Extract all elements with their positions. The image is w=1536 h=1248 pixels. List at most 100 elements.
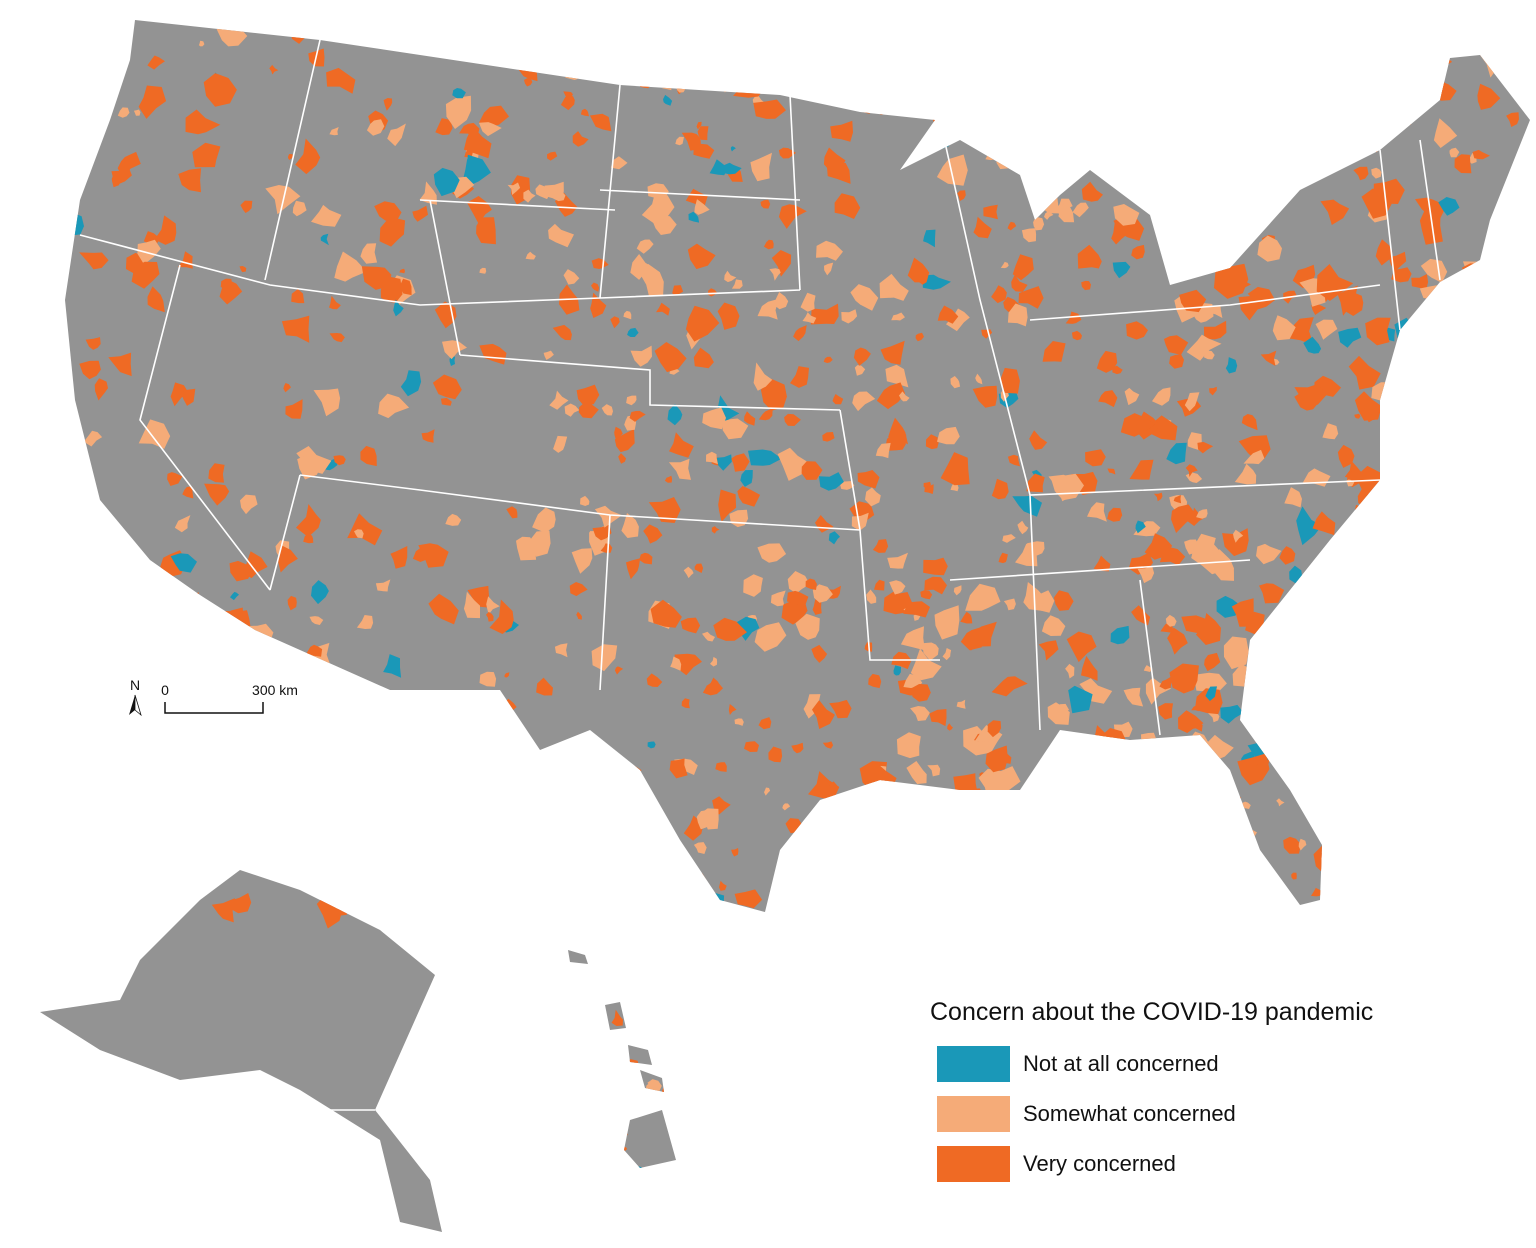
region-patch <box>580 108 589 117</box>
region-patch <box>1388 502 1399 514</box>
region-patch <box>795 613 820 640</box>
region-patch <box>971 808 994 831</box>
region-patch <box>1240 853 1268 884</box>
region-patch <box>907 257 929 283</box>
region-patch <box>580 495 590 506</box>
region-patch <box>1166 156 1185 173</box>
region-patch <box>883 846 907 867</box>
region-patch <box>896 798 910 811</box>
region-patch <box>59 471 70 482</box>
region-patch <box>400 370 422 397</box>
region-patch <box>1032 113 1061 142</box>
region-patch <box>1460 570 1476 585</box>
region-patch <box>669 758 688 779</box>
region-patch <box>1072 202 1089 218</box>
scale-bar: N 0 300 km <box>129 677 298 717</box>
region-patch <box>1252 654 1270 674</box>
region-patch <box>1147 75 1163 97</box>
region-patch <box>79 360 101 380</box>
region-patch <box>1179 899 1198 917</box>
region-patch <box>1011 826 1030 842</box>
region-patch <box>535 184 551 200</box>
region-patch <box>597 1095 602 1101</box>
region-patch <box>220 843 230 857</box>
region-patch <box>1498 381 1514 399</box>
region-patch <box>563 91 573 101</box>
region-patch <box>512 887 530 905</box>
region-patch <box>1276 798 1285 807</box>
region-patch <box>1012 126 1036 143</box>
region-patch <box>1033 216 1045 231</box>
region-patch <box>85 337 101 350</box>
region-patch <box>111 174 122 188</box>
region-patch <box>1179 22 1199 48</box>
region-patch <box>383 654 402 678</box>
region-patch <box>744 411 756 426</box>
region-patch <box>285 399 303 419</box>
region-patch <box>622 28 643 50</box>
region-patch <box>1072 121 1097 143</box>
region-patch <box>1464 769 1472 779</box>
region-patch <box>694 199 710 215</box>
region-patch <box>1320 199 1350 225</box>
region-patch <box>808 20 829 37</box>
region-patch <box>1098 390 1118 408</box>
region-patch <box>1455 594 1486 621</box>
region-patch <box>1485 590 1499 602</box>
region-patch <box>1444 341 1458 358</box>
region-patch <box>1078 745 1109 767</box>
region-patch <box>1484 542 1519 567</box>
region-patch <box>467 585 490 608</box>
region-patch <box>1020 160 1032 168</box>
region-patch <box>1402 77 1421 93</box>
region-patch <box>646 855 674 887</box>
region-patch <box>1396 752 1417 781</box>
region-patch <box>72 480 80 489</box>
region-patch <box>577 976 583 984</box>
region-patch <box>1396 435 1408 445</box>
region-patch <box>830 120 853 142</box>
region-patch <box>59 410 72 424</box>
region-patch <box>973 216 992 239</box>
region-patch <box>1279 546 1296 565</box>
region-patch <box>1240 907 1251 920</box>
region-patch <box>851 512 869 531</box>
legend-label: Very concerned <box>1023 1151 1176 1176</box>
region-patch <box>229 763 252 776</box>
region-patch <box>1204 652 1221 672</box>
region-patch <box>1437 746 1450 762</box>
region-patch <box>1316 776 1326 783</box>
region-patch <box>1423 508 1444 537</box>
region-patch <box>829 781 839 792</box>
region-patch <box>823 147 846 171</box>
region-patch <box>852 391 876 412</box>
region-patch <box>812 584 833 603</box>
region-patch <box>1081 280 1091 291</box>
region-patch <box>745 27 772 55</box>
region-patch <box>398 755 420 778</box>
region-patch <box>773 292 789 310</box>
region-patch <box>589 113 612 132</box>
region-patch <box>1077 244 1102 269</box>
region-patch <box>1184 392 1200 412</box>
region-patch <box>1072 59 1107 96</box>
region-patch <box>1342 20 1372 38</box>
region-patch <box>83 430 103 447</box>
region-patch <box>1047 702 1070 725</box>
region-patch <box>1437 544 1475 574</box>
region-patch <box>378 393 410 419</box>
region-patch <box>594 505 622 528</box>
region-patch <box>972 385 998 408</box>
region-patch <box>370 870 380 880</box>
region-patch <box>1114 104 1139 129</box>
region-patch <box>743 574 763 597</box>
region-patch <box>1012 495 1042 517</box>
region-patch <box>728 704 737 715</box>
region-patch <box>1310 580 1332 604</box>
region-patch <box>1489 277 1503 291</box>
region-patch <box>385 847 395 856</box>
region-patch <box>1148 138 1164 156</box>
region-patch <box>771 250 792 277</box>
region-patch <box>1282 741 1304 776</box>
region-patch <box>1231 598 1255 627</box>
